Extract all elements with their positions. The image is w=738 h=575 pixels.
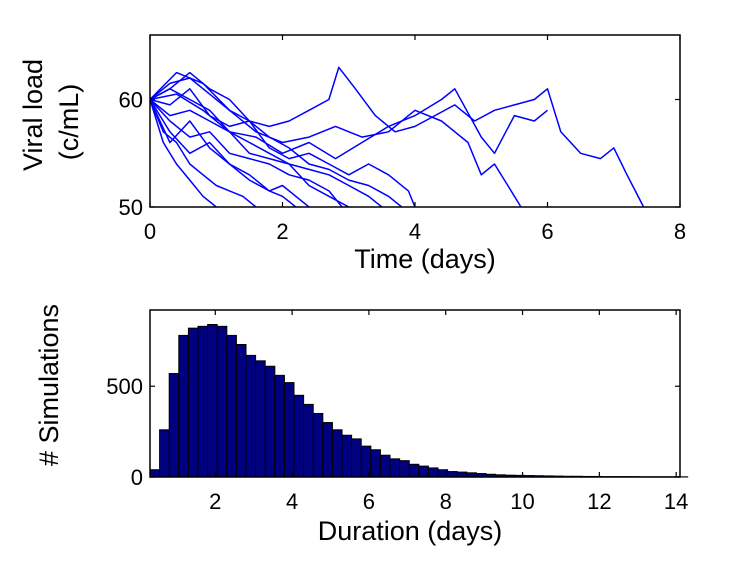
histogram-bar xyxy=(255,360,266,478)
x-tick-label: 6 xyxy=(541,219,553,244)
trajectory-lines xyxy=(150,66,645,207)
trajectory-line-11 xyxy=(150,88,403,207)
histogram-bar xyxy=(322,422,333,478)
histogram-bar xyxy=(264,365,276,478)
y-axis-label: # Simulations xyxy=(34,304,64,466)
trajectory-line-9 xyxy=(150,99,217,207)
x-tick-label: 4 xyxy=(409,219,421,244)
histogram-ticks: 2 4 6 8 10 12 14 0 500 xyxy=(106,310,688,514)
x-tick-label: 12 xyxy=(587,489,611,514)
histogram-bar xyxy=(389,458,401,478)
histogram-bar xyxy=(331,429,343,478)
histogram-bar xyxy=(178,334,189,478)
trajectory-line-10 xyxy=(150,88,383,207)
x-tick-label: 4 xyxy=(286,489,298,514)
x-tick-label: 8 xyxy=(440,489,452,514)
histogram-bar xyxy=(312,412,324,478)
histogram-bar xyxy=(408,463,420,478)
x-tick-label: 8 xyxy=(674,219,686,244)
y-axis-label-line-2: (c/mL) xyxy=(54,84,84,161)
histogram-bar xyxy=(370,449,381,478)
trajectory-line-2 xyxy=(150,71,522,207)
viral-load-chart: 0 2 4 6 8 50 60 Time (days) Viral load (c/mL) xyxy=(18,34,686,274)
y-tick-label: 50 xyxy=(119,195,143,220)
histogram-bar xyxy=(159,429,170,478)
y-tick-label: 500 xyxy=(106,374,143,399)
trajectory-line-4 xyxy=(150,71,416,207)
histogram-bar xyxy=(274,374,285,478)
histogram-bar xyxy=(235,343,247,478)
histogram-bar xyxy=(293,394,305,478)
histogram-bar xyxy=(418,465,429,478)
x-tick-label: 6 xyxy=(363,489,375,514)
x-axis-label: Duration (days) xyxy=(318,516,503,546)
trajectory-line-12 xyxy=(150,98,350,207)
histogram-bar xyxy=(379,454,391,478)
histogram-bar xyxy=(245,354,257,478)
trajectory-line-8 xyxy=(150,99,257,207)
x-tick-label: 2 xyxy=(276,219,288,244)
x-tick-label: 0 xyxy=(144,219,156,244)
trajectory-line-1 xyxy=(150,66,645,207)
trajectory-line-6 xyxy=(150,99,310,207)
histogram-bar xyxy=(283,382,295,478)
trajectory-line-3 xyxy=(150,88,548,160)
histogram-bar xyxy=(303,403,314,478)
histogram-bar xyxy=(351,438,362,478)
histogram-bars xyxy=(149,324,689,478)
y-axis-label-line-1: Viral load xyxy=(18,59,48,171)
x-axis-label: Time (days) xyxy=(354,244,496,274)
duration-histogram: 2 4 6 8 10 12 14 0 500 Duration (days) # Simulat… xyxy=(34,304,688,546)
histogram-bar xyxy=(399,460,410,478)
y-tick-label: 60 xyxy=(119,88,143,113)
x-tick-label: 2 xyxy=(209,489,221,514)
histogram-plot-frame xyxy=(149,309,681,478)
x-tick-label: 10 xyxy=(510,489,534,514)
y-tick-label: 0 xyxy=(131,465,143,490)
trajectory-line-5 xyxy=(150,98,343,207)
histogram-bar xyxy=(168,373,180,478)
histogram-bar xyxy=(216,325,228,478)
histogram-bar xyxy=(187,327,199,478)
histogram-bar xyxy=(427,467,439,478)
histogram-bar xyxy=(207,324,218,478)
viral-load-ticks: 0 2 4 6 8 50 60 xyxy=(119,35,686,244)
histogram-bar xyxy=(341,434,353,478)
x-tick-label: 14 xyxy=(664,489,688,514)
histogram-bar xyxy=(447,471,458,478)
trajectory-line-7 xyxy=(150,99,297,207)
viral-load-plot-frame xyxy=(149,34,681,208)
histogram-bar xyxy=(226,334,237,478)
histogram-bar xyxy=(149,469,161,478)
histogram-bar xyxy=(197,325,209,478)
